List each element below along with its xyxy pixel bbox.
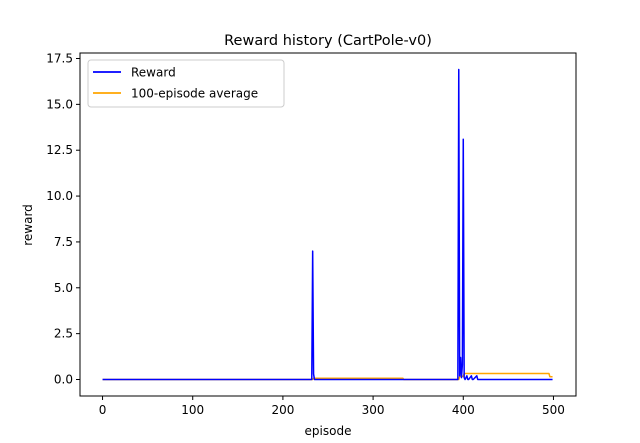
y-tick-label: 2.5: [54, 327, 73, 341]
y-axis-label: reward: [21, 204, 35, 246]
y-tick-label: 0.0: [54, 372, 73, 386]
x-tick-label: 100: [181, 403, 204, 417]
y-tick-label: 10.0: [46, 189, 73, 203]
x-tick-label: 400: [452, 403, 475, 417]
chart-legend: Reward 100-episode average: [87, 59, 285, 108]
series-layer: [102, 68, 553, 381]
chart-title: Reward history (CartPole-v0): [224, 33, 432, 49]
series-line-0: [102, 68, 553, 381]
x-axis-label: episode: [305, 424, 352, 438]
y-axis-ticks: 0.0 2.5 5.0 7.5 10.0 12.5 15.0 17.5: [46, 52, 80, 386]
y-tick-label: 12.5: [46, 143, 73, 157]
x-tick-label: 500: [542, 403, 565, 417]
y-tick-label: 5.0: [54, 281, 73, 295]
legend-label-1: 100-episode average: [131, 87, 258, 101]
x-tick-label: 0: [99, 403, 107, 417]
plot-area-frame: [79, 52, 577, 397]
x-axis-ticks: 0 100 200 300 400 500: [99, 396, 565, 417]
y-tick-label: 17.5: [46, 52, 73, 66]
y-tick-label: 7.5: [54, 235, 73, 249]
y-tick-label: 15.0: [46, 97, 73, 111]
legend-label-0: Reward: [131, 66, 176, 80]
legend-box: [87, 59, 285, 108]
x-tick-label: 300: [362, 403, 385, 417]
x-tick-label: 200: [271, 403, 294, 417]
series-line-1: [102, 372, 553, 381]
